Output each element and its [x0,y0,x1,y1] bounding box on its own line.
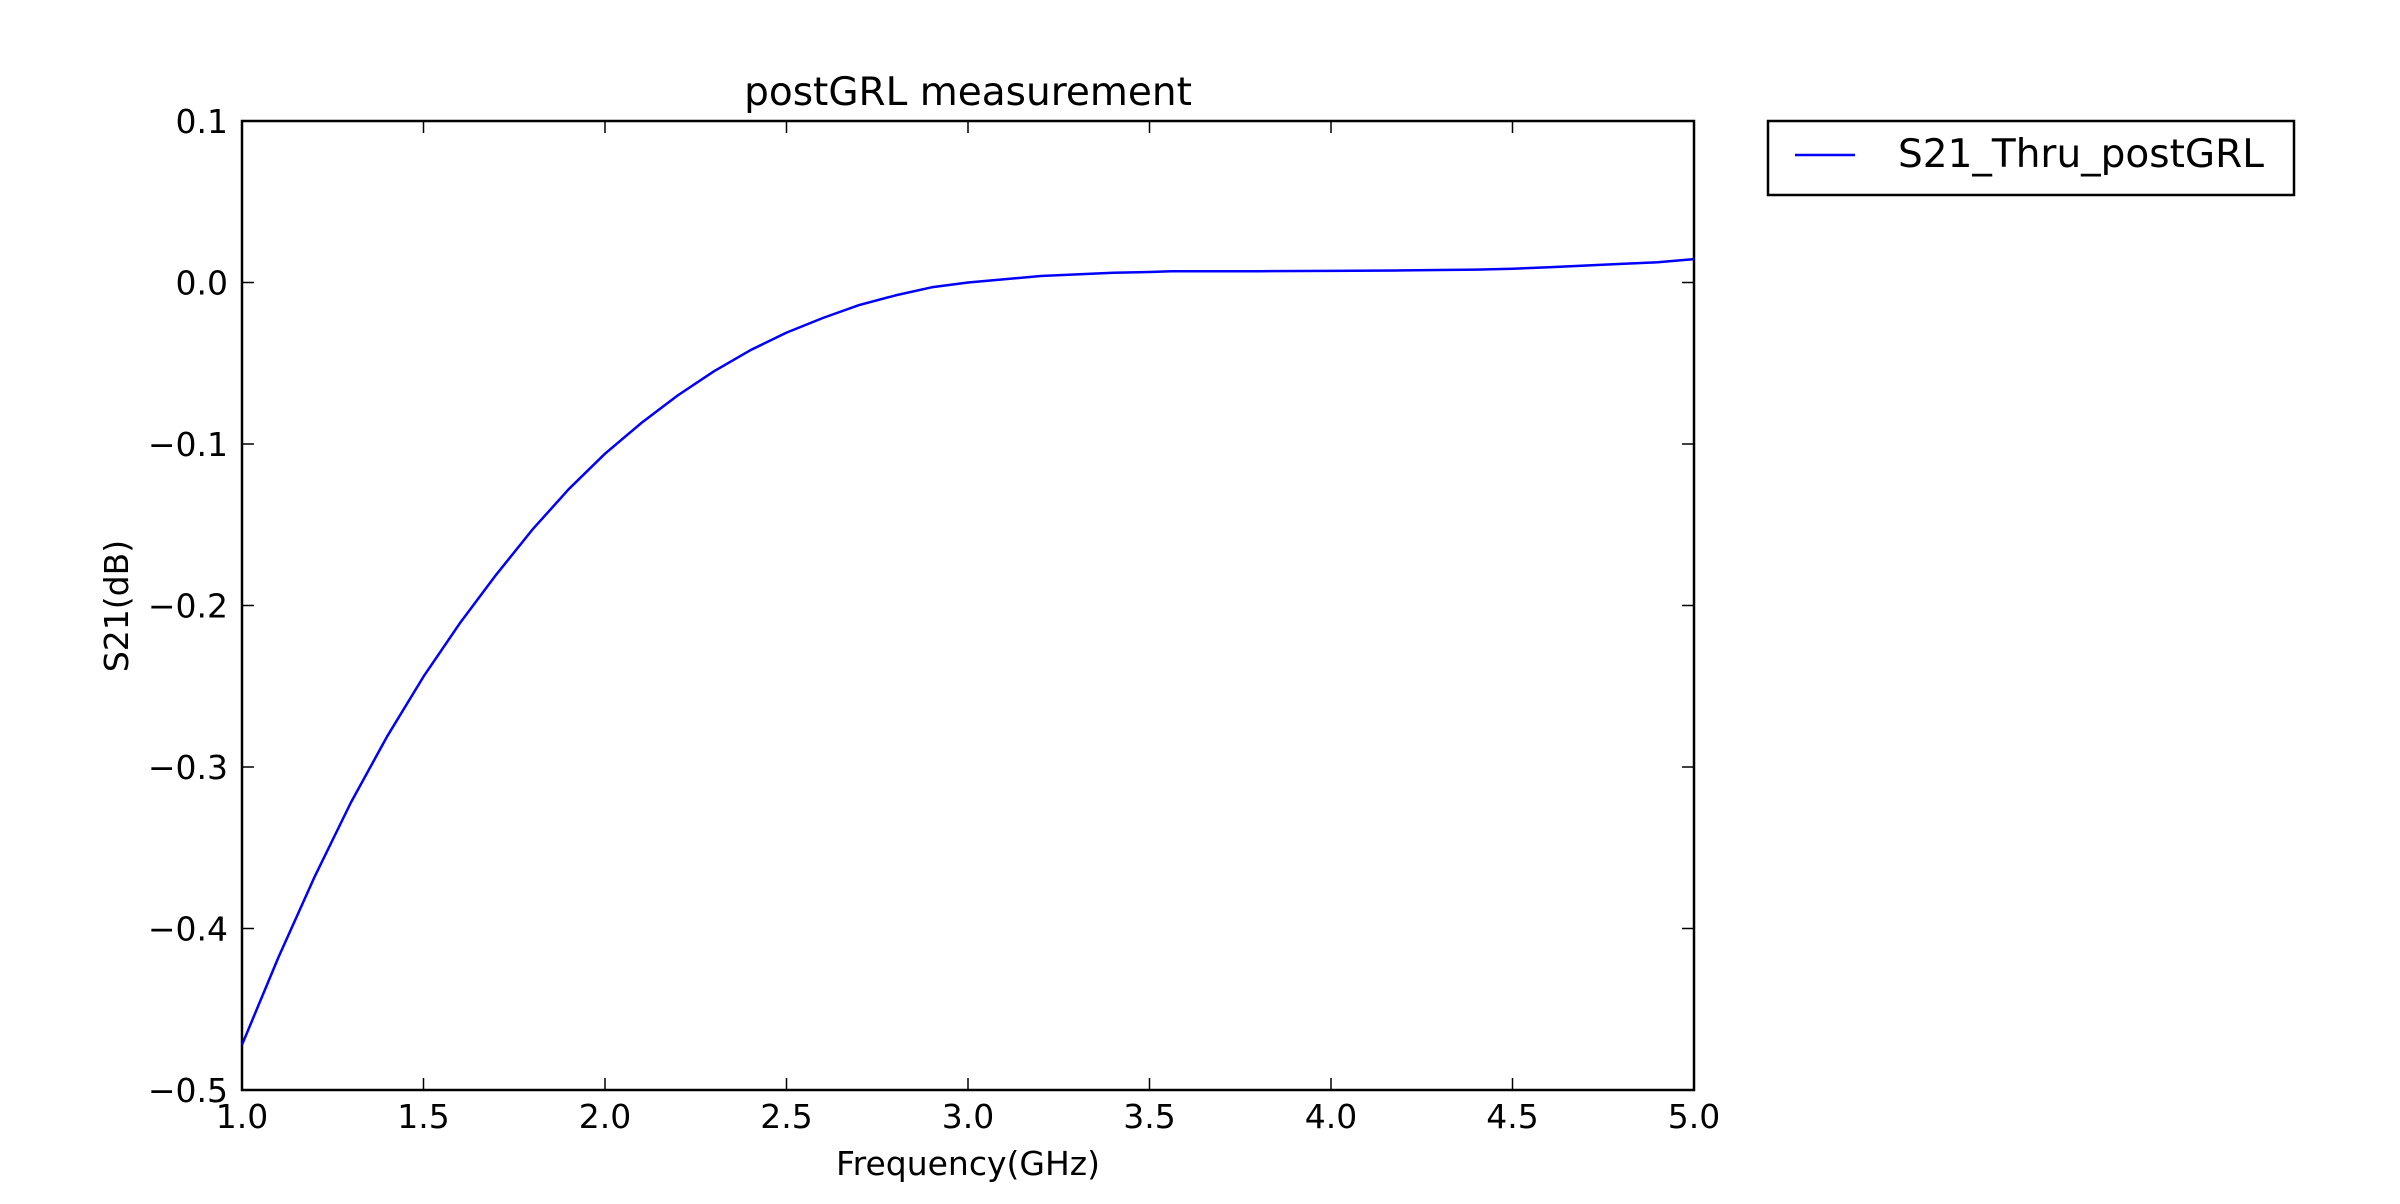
x-axis-label: Frequency(GHz) [836,1144,1100,1183]
x-tick-label: 2.0 [579,1097,631,1136]
x-axis-ticks: 1.0 1.5 2.0 2.5 3.0 3.5 4.0 4.5 5.0 [216,121,1720,1136]
y-axis-ticks: 0.1 0.0 −0.1 −0.2 −0.3 −0.4 −0.5 [148,102,1694,1110]
x-tick-label: 1.5 [397,1097,449,1136]
series-line [240,257,1695,1046]
y-axis-label: S21(dB) [97,540,136,672]
x-tick-label: 3.5 [1123,1097,1175,1136]
plot-area: 1.0 1.5 2.0 2.5 3.0 3.5 4.0 4.5 5.0 0.1 0.0 −0.1 −0… [148,102,1720,1136]
legend-label: S21_Thru_postGRL [1898,132,2264,177]
y-tick-label: −0.4 [148,910,228,949]
plot-frame [240,119,1696,1092]
series-layer [240,257,1695,1046]
x-tick-label: 2.5 [760,1097,812,1136]
x-tick-label: 4.0 [1305,1097,1357,1136]
y-tick-label: −0.3 [148,748,228,787]
y-tick-label: 0.1 [176,102,228,141]
x-tick-label: 3.0 [942,1097,994,1136]
chart-title: postGRL measurement [744,70,1192,115]
y-tick-label: −0.5 [148,1071,228,1110]
x-tick-label: 4.5 [1486,1097,1538,1136]
y-tick-label: −0.2 [148,587,228,626]
legend-box [1766,119,2296,197]
x-tick-label: 1.0 [216,1097,268,1136]
y-tick-label: 0.0 [176,264,228,303]
x-tick-label: 5.0 [1668,1097,1720,1136]
legend: S21_Thru_postGRL [1766,119,2296,197]
y-tick-label: −0.1 [148,425,228,464]
